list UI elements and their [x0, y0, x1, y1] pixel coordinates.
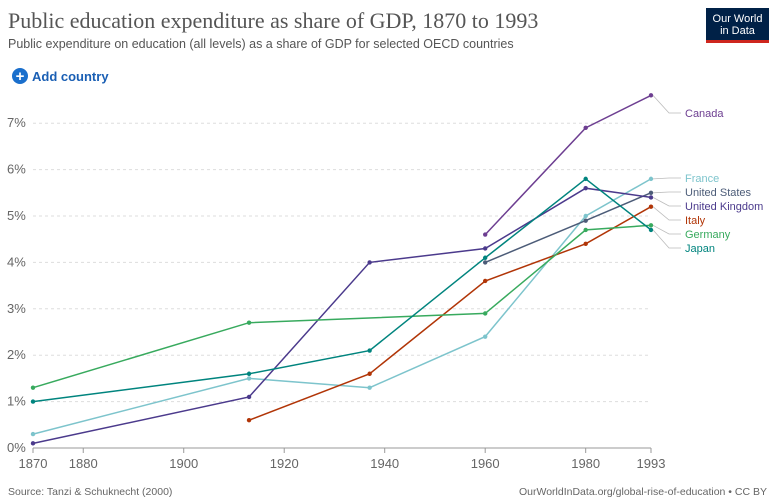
data-point [482, 260, 488, 265]
series-line-italy [248, 206, 652, 421]
y-tick-label: 1% [7, 394, 26, 409]
data-point [648, 223, 654, 228]
x-tick-label: 1960 [471, 456, 500, 471]
legend-label: Japan [685, 243, 715, 255]
x-tick-label: 1980 [571, 456, 600, 471]
add-country-button[interactable]: + Add country [12, 68, 109, 84]
plus-circle-icon: + [12, 68, 28, 84]
data-point [482, 278, 488, 284]
y-tick-label: 5% [7, 208, 26, 223]
data-point [583, 125, 588, 131]
data-point [30, 441, 36, 446]
data-point [482, 311, 488, 316]
legend-connector [652, 95, 681, 114]
x-tick-label: 1920 [270, 456, 299, 471]
y-tick-label: 6% [7, 162, 26, 177]
x-tick-label: 1900 [169, 456, 198, 471]
series-line-japan [32, 177, 652, 403]
data-point [367, 385, 372, 390]
data-point [482, 334, 488, 339]
logo-accent-bar [706, 40, 769, 43]
data-point [482, 232, 488, 237]
series-line-united-kingdom [32, 187, 652, 445]
legend-label: France [685, 173, 719, 185]
data-point [246, 417, 252, 423]
data-point [583, 176, 588, 182]
chart-subtitle: Public expenditure on education (all lev… [8, 37, 514, 51]
data-point [648, 227, 654, 233]
y-tick-label: 7% [7, 115, 26, 130]
x-tick-label: 1880 [69, 456, 98, 471]
data-point [583, 227, 588, 233]
legend-connector [652, 224, 681, 235]
data-point [648, 190, 654, 195]
data-point [30, 385, 36, 390]
legend-label: United States [685, 187, 752, 199]
legend-connector [652, 229, 681, 249]
logo-line-1: Our World [712, 12, 763, 25]
y-tick-label: 4% [7, 254, 26, 269]
chart-title: Public education expenditure as share of… [8, 8, 539, 33]
legend-label: Germany [685, 229, 731, 241]
legend-label: Canada [685, 108, 724, 120]
data-point [482, 255, 488, 260]
data-point [648, 204, 654, 209]
owid-logo[interactable]: Our World in Data [706, 8, 769, 43]
legend-connector [652, 197, 681, 207]
legend-connector [652, 206, 681, 221]
data-point [583, 241, 588, 247]
x-tick-label: 1940 [370, 456, 399, 471]
data-point [648, 93, 654, 98]
legend-connector [652, 191, 681, 194]
data-point [367, 260, 372, 265]
data-point [246, 376, 252, 381]
data-point [583, 185, 588, 191]
data-point [583, 218, 588, 223]
logo-line-2: in Data [720, 24, 755, 37]
add-country-label: Add country [32, 68, 109, 84]
data-point [482, 246, 488, 251]
y-tick-label: 3% [7, 301, 26, 316]
source-note: Source: Tanzi & Schuknecht (2000) [8, 486, 173, 498]
data-point [30, 399, 36, 404]
data-point [367, 371, 372, 376]
legend-label: United Kingdom [685, 201, 763, 213]
x-tick-label: 1993 [637, 456, 666, 471]
data-point [246, 371, 252, 376]
data-point [648, 176, 654, 182]
y-tick-label: 2% [7, 347, 26, 362]
source-url[interactable]: OurWorldInData.org/global-rise-of-educat… [518, 486, 767, 498]
series-line-france [32, 178, 652, 435]
data-point [246, 320, 252, 325]
legend-connector [652, 177, 681, 180]
data-point [30, 431, 36, 437]
series-line-canada [484, 94, 652, 236]
data-point [367, 348, 372, 353]
y-tick-label: 0% [7, 440, 26, 455]
data-point [246, 394, 252, 400]
data-point [648, 195, 654, 200]
data-point [583, 213, 588, 219]
x-tick-label: 1870 [19, 456, 48, 471]
legend-label: Italy [685, 215, 706, 227]
